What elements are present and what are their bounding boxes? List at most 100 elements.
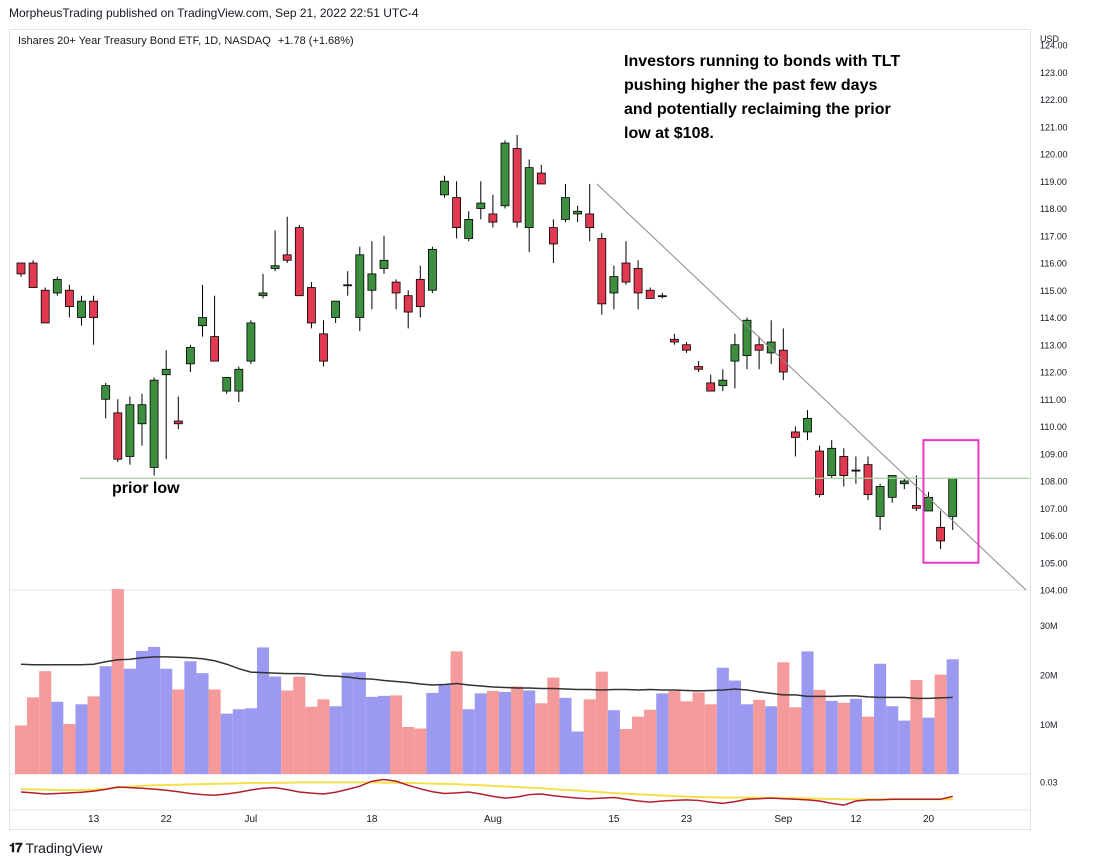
indicator-main-line [20, 778, 953, 806]
candle-body [512, 148, 522, 223]
candle-body [791, 431, 800, 438]
volume-bar [341, 672, 354, 774]
volume-bar [111, 589, 124, 774]
volume-bar [777, 662, 790, 774]
time-tick-label: 23 [681, 814, 693, 825]
volume-bar [426, 692, 439, 774]
volume-bar [123, 668, 136, 774]
price-tick-label: 123.00 [1040, 68, 1068, 78]
price-tick-label: 106.00 [1040, 531, 1068, 541]
volume-bar [184, 661, 197, 774]
volume-bar [692, 692, 705, 774]
volume-bar [414, 728, 427, 774]
candle-body [912, 505, 921, 509]
candle-body [694, 366, 703, 370]
candlesticks [16, 134, 958, 550]
candle-body [173, 420, 183, 425]
candle-body [657, 295, 667, 298]
candle-body [185, 347, 195, 365]
volume-bar [244, 708, 257, 774]
candle-body [924, 496, 933, 512]
candle-body [77, 300, 86, 318]
candle-body [621, 262, 631, 283]
volume-bar [402, 727, 415, 774]
volume-bar [934, 674, 947, 774]
candle-body [101, 385, 111, 400]
volume-bar [135, 650, 149, 774]
price-tick-label: 113.00 [1040, 340, 1067, 350]
volume-tick-label: 20M [1040, 671, 1058, 681]
volume-bar [813, 689, 826, 774]
currency-label: USD [1040, 34, 1060, 44]
indicator-signal-line [20, 781, 953, 801]
candle-body [561, 197, 570, 220]
volume-bar [329, 706, 342, 774]
volume-bar [281, 690, 294, 774]
volume-bar [861, 716, 875, 774]
time-tick-label: 22 [161, 814, 173, 825]
candle-body [270, 265, 280, 269]
candle-body [294, 227, 304, 297]
candle-body [936, 526, 945, 542]
volume-moving-average [20, 656, 953, 700]
volume-bar [232, 709, 245, 774]
candle-body [718, 379, 728, 387]
volume-bar [789, 707, 802, 774]
volume-bar [680, 701, 693, 774]
price-tick-label: 108.00 [1040, 477, 1068, 487]
candle-body [28, 262, 38, 288]
candle-body [113, 412, 123, 460]
candle-body [778, 349, 788, 373]
volume-bar [716, 667, 729, 774]
volume-ma-line [20, 656, 953, 700]
candle-body [899, 480, 909, 485]
candle-body [549, 227, 558, 245]
volume-bar [160, 668, 173, 774]
price-tick-label: 115.00 [1040, 286, 1067, 296]
candle-body [948, 477, 958, 517]
volume-bar [740, 704, 754, 774]
volume-bar [63, 724, 76, 774]
volume-bar [765, 706, 778, 774]
price-tick-label: 122.00 [1040, 95, 1068, 105]
candle-body [222, 377, 232, 392]
highlight-box [922, 439, 980, 564]
candle-body [403, 295, 413, 313]
candle-body [839, 456, 849, 476]
volume-bar [547, 677, 560, 774]
candle-body [573, 210, 582, 215]
candle-body [851, 469, 861, 472]
candle-body [464, 218, 474, 239]
time-tick-label: 15 [608, 814, 620, 825]
volume-bar [87, 696, 100, 774]
volume-bar [922, 717, 935, 774]
candle-body [476, 202, 486, 209]
volume-bar [256, 647, 270, 774]
candle-body [367, 273, 377, 291]
volume-tick-label: 30M [1040, 621, 1058, 631]
volume-bar [728, 680, 741, 774]
volume-bar [849, 698, 862, 774]
candle-body [706, 382, 716, 392]
volume-bar [474, 693, 487, 774]
volume-bar [148, 646, 161, 774]
price-tick-label: 110.00 [1040, 422, 1067, 432]
volume-bar [498, 691, 512, 774]
volume-bar [39, 671, 52, 774]
candle-body [343, 284, 353, 287]
volume-bar [583, 699, 596, 774]
candle-body [730, 344, 740, 362]
candle-body [742, 319, 752, 357]
price-tick-label: 107.00 [1040, 504, 1068, 514]
candle-body [379, 259, 389, 269]
candle-body [609, 276, 619, 294]
candle-body [440, 180, 449, 196]
price-tick-label: 116.00 [1040, 259, 1067, 269]
candle-body [391, 281, 401, 294]
legend-title: Ishares 20+ Year Treasury Bond ETF, 1D, … [18, 35, 271, 47]
volume-bar [910, 680, 923, 774]
candle-body [40, 289, 50, 324]
footer-brand[interactable]: 𝟏𝟕 TradingView [9, 840, 103, 856]
price-tick-label: 105.00 [1040, 558, 1068, 568]
